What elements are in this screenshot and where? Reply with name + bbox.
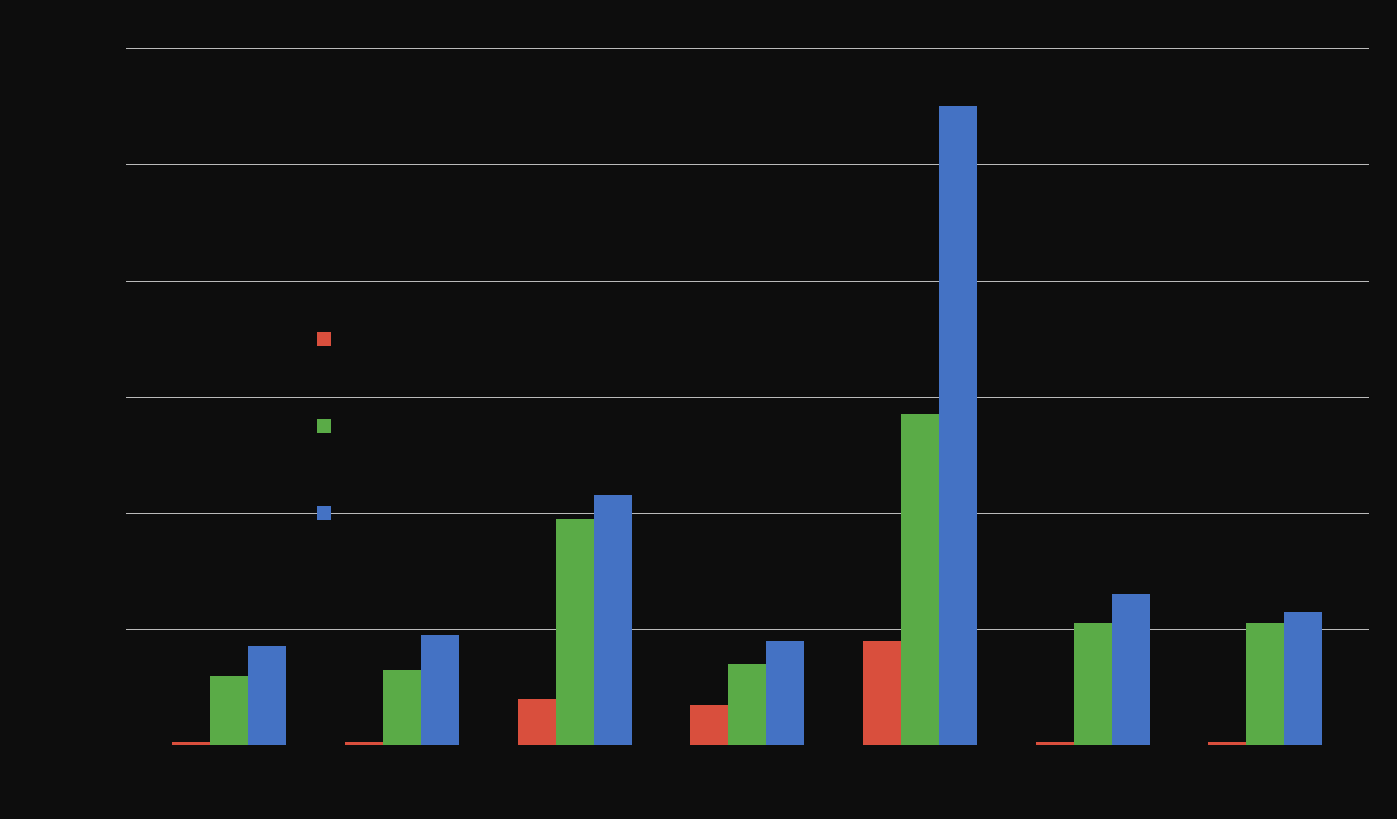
Bar [901,414,939,745]
Bar [1074,623,1112,745]
Bar [939,107,977,745]
Bar [1112,595,1150,745]
Bar [728,664,767,745]
Bar [556,519,594,745]
Bar [249,647,286,745]
Bar [1035,742,1074,745]
Bar [345,742,383,745]
Bar [1284,612,1323,745]
Bar [1208,742,1246,745]
Bar [863,640,901,745]
Bar [1246,623,1284,745]
Bar [383,670,420,745]
Bar [172,742,211,745]
Bar [211,676,249,745]
Bar [767,640,805,745]
Bar [690,704,728,745]
Bar [594,495,631,745]
Bar [518,699,556,745]
Bar [420,635,460,745]
